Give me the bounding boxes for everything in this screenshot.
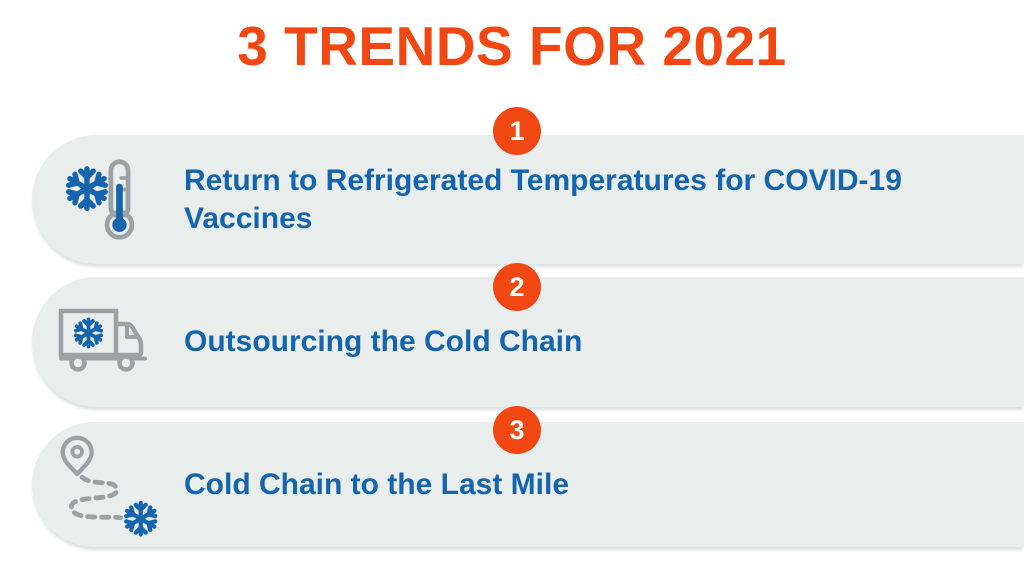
trend-label: Return to Refrigerated Temperatures for … — [184, 163, 902, 235]
page-title: 3 TRENDS FOR 2021 — [237, 15, 787, 77]
snowflake-icon — [67, 168, 108, 208]
trend-2-icon-cell — [32, 307, 184, 377]
trend-1-icon-cell — [32, 157, 184, 243]
thermometer-snowflake-icon — [65, 158, 135, 240]
trend-3-icon-cell — [32, 433, 184, 537]
trend-number-badge-3: 3 — [493, 406, 541, 454]
badge-number: 3 — [509, 414, 525, 445]
trend-number-badge-1: 1 — [493, 107, 541, 155]
snowflake-icon — [75, 319, 103, 346]
map-pin-icon — [60, 435, 94, 476]
badge-number: 2 — [509, 271, 525, 302]
route-last-mile-icon — [60, 435, 160, 537]
trend-number-badge-2: 2 — [493, 263, 541, 311]
trend-row-1: Return to Refrigerated Temperatures for … — [32, 135, 1024, 264]
snowflake-icon — [125, 503, 157, 534]
trend-label: Outsourcing the Cold Chain — [184, 325, 583, 359]
badge-number: 1 — [509, 115, 525, 146]
dashed-route-path — [69, 474, 123, 520]
refrigerated-truck-icon — [58, 308, 147, 372]
trend-label: Cold Chain to the Last Mile — [184, 467, 570, 501]
